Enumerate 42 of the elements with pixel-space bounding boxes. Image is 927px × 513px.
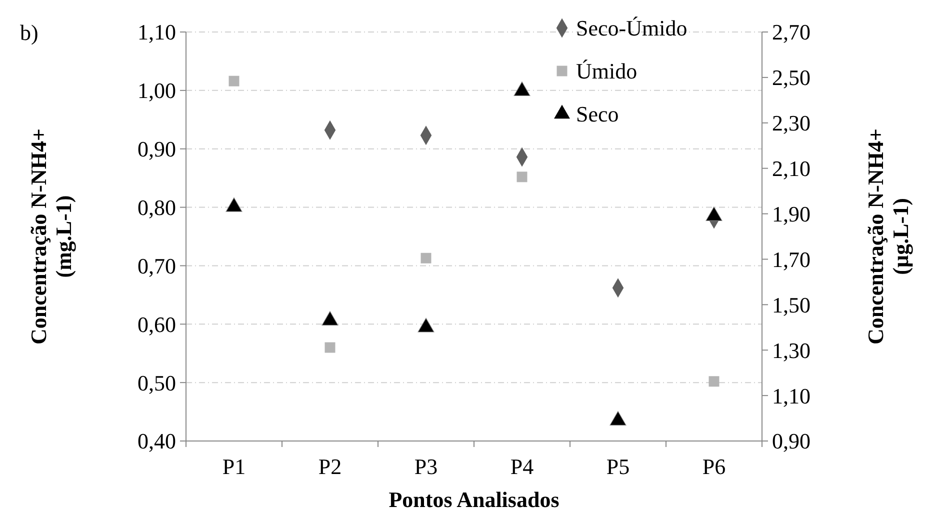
point bbox=[706, 206, 722, 221]
x-axis-title: Pontos Analisados bbox=[388, 487, 560, 512]
y2-tick-label: 1,50 bbox=[772, 292, 810, 318]
y2-tick-label: 1,90 bbox=[772, 201, 810, 226]
x-tick-label: P2 bbox=[318, 454, 342, 479]
y2-tick-label: 1,10 bbox=[772, 383, 810, 408]
y2-tick-label: 2,10 bbox=[772, 156, 810, 182]
y-tick-label: 0,50 bbox=[138, 370, 176, 396]
y-axis-title: Concentração N-NH4+ (mg.L-1) bbox=[26, 128, 76, 344]
x-tick-label: P5 bbox=[606, 454, 630, 479]
point bbox=[516, 172, 528, 182]
text: b) bbox=[20, 20, 38, 45]
y-tick-label: 0,40 bbox=[138, 428, 176, 454]
x-tick-label: P4 bbox=[510, 454, 534, 479]
y2-tick-label: 1,30 bbox=[772, 338, 810, 363]
y-tick-label: 0,60 bbox=[138, 312, 176, 337]
point bbox=[514, 82, 530, 96]
point bbox=[420, 252, 432, 264]
point bbox=[322, 311, 338, 326]
point bbox=[228, 76, 240, 86]
y2-tick-label: 2,50 bbox=[772, 65, 810, 90]
point bbox=[324, 342, 336, 353]
y2-tick-label: 2,70 bbox=[772, 20, 810, 45]
y-tick-label: 0,90 bbox=[138, 136, 176, 162]
y-tick-label: 0,80 bbox=[138, 194, 176, 220]
point bbox=[708, 376, 720, 387]
x-tick-label: P1 bbox=[222, 454, 246, 479]
point bbox=[418, 318, 434, 332]
legend-label: Seco bbox=[576, 102, 619, 127]
point bbox=[226, 197, 242, 212]
x-tick-label: P3 bbox=[414, 454, 438, 479]
y2-tick-label: 0,90 bbox=[772, 428, 810, 454]
y-tick-label: 1,10 bbox=[138, 20, 176, 45]
y2-tick-label: 2,30 bbox=[772, 110, 810, 136]
legend-label: Úmido bbox=[576, 58, 638, 84]
point bbox=[610, 411, 626, 426]
legend-label: Seco-Úmido bbox=[576, 16, 688, 41]
y-tick-label: 1,00 bbox=[138, 78, 176, 104]
y2-axis-title: Concentração N-NH4+ (µg.L-1) bbox=[862, 128, 914, 344]
y-tick-label: 0,70 bbox=[138, 253, 176, 278]
y2-tick-label: 1,70 bbox=[772, 246, 810, 272]
x-tick-label: P6 bbox=[702, 454, 726, 479]
